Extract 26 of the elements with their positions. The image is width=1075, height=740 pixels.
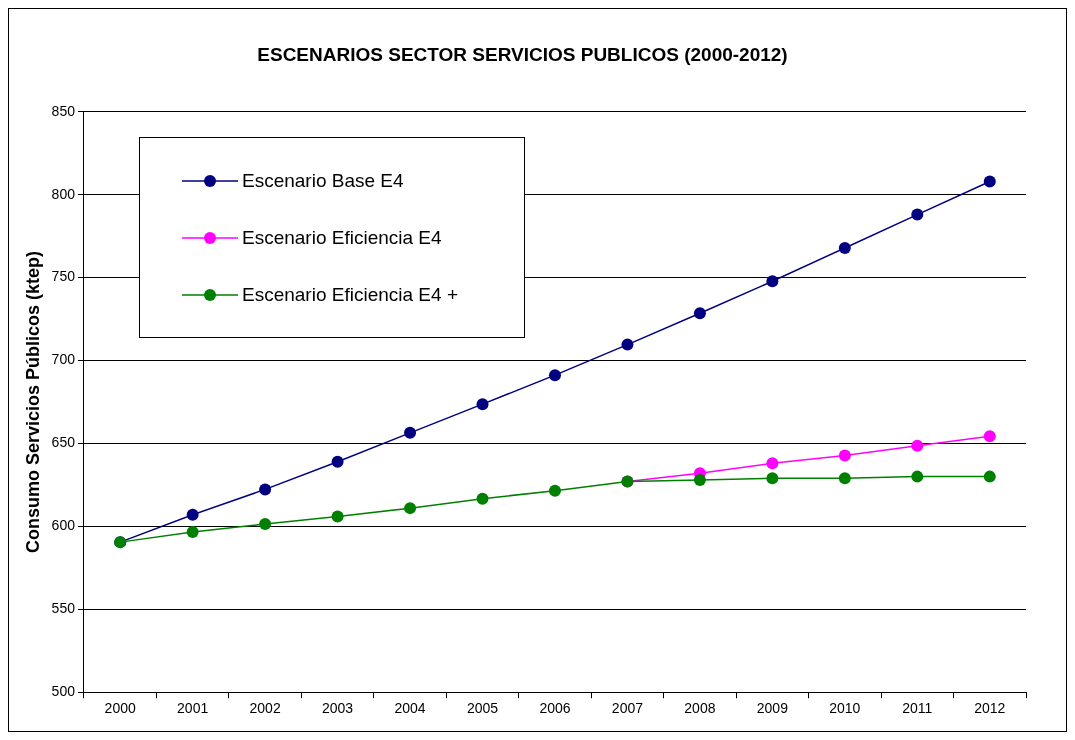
x-tick-label: 2012 (974, 700, 1006, 717)
y-tick-label: 600 (51, 517, 76, 534)
x-tick-label: 2009 (756, 700, 789, 717)
chart-title: ESCENARIOS SECTOR SERVICIOS PUBLICOS (2000-2012) (257, 43, 788, 65)
y-tick-label: 500 (51, 683, 76, 700)
x-tick-label: 2000 (104, 700, 136, 717)
y-tick-label: 650 (51, 434, 76, 451)
y-tick-label: 750 (51, 268, 76, 285)
y-tick-label: 850 (51, 102, 76, 119)
legend-label: Escenario Eficiencia E4 + (242, 283, 458, 306)
x-tick-label: 2005 (466, 700, 499, 717)
y-tick-label: 550 (51, 600, 76, 617)
x-tick-label: 2002 (249, 700, 281, 717)
x-tick-label: 2004 (394, 700, 426, 717)
y-axis-title: Consumo Servicios Públicos (ktep) (22, 250, 43, 554)
x-tick-label: 2007 (611, 700, 644, 717)
x-tick-label: 2001 (177, 700, 209, 717)
x-tick-label: 2010 (829, 700, 861, 717)
legend-label: Escenario Base E4 (242, 169, 404, 192)
y-tick-label: 800 (51, 185, 76, 202)
x-tick-label: 2003 (322, 700, 354, 717)
x-tick-label: 2006 (539, 700, 571, 717)
y-tick-label: 700 (51, 351, 76, 368)
x-tick-label: 2008 (684, 700, 716, 717)
x-tick-label: 2011 (902, 700, 933, 717)
legend-label: Escenario Eficiencia E4 (242, 226, 442, 249)
